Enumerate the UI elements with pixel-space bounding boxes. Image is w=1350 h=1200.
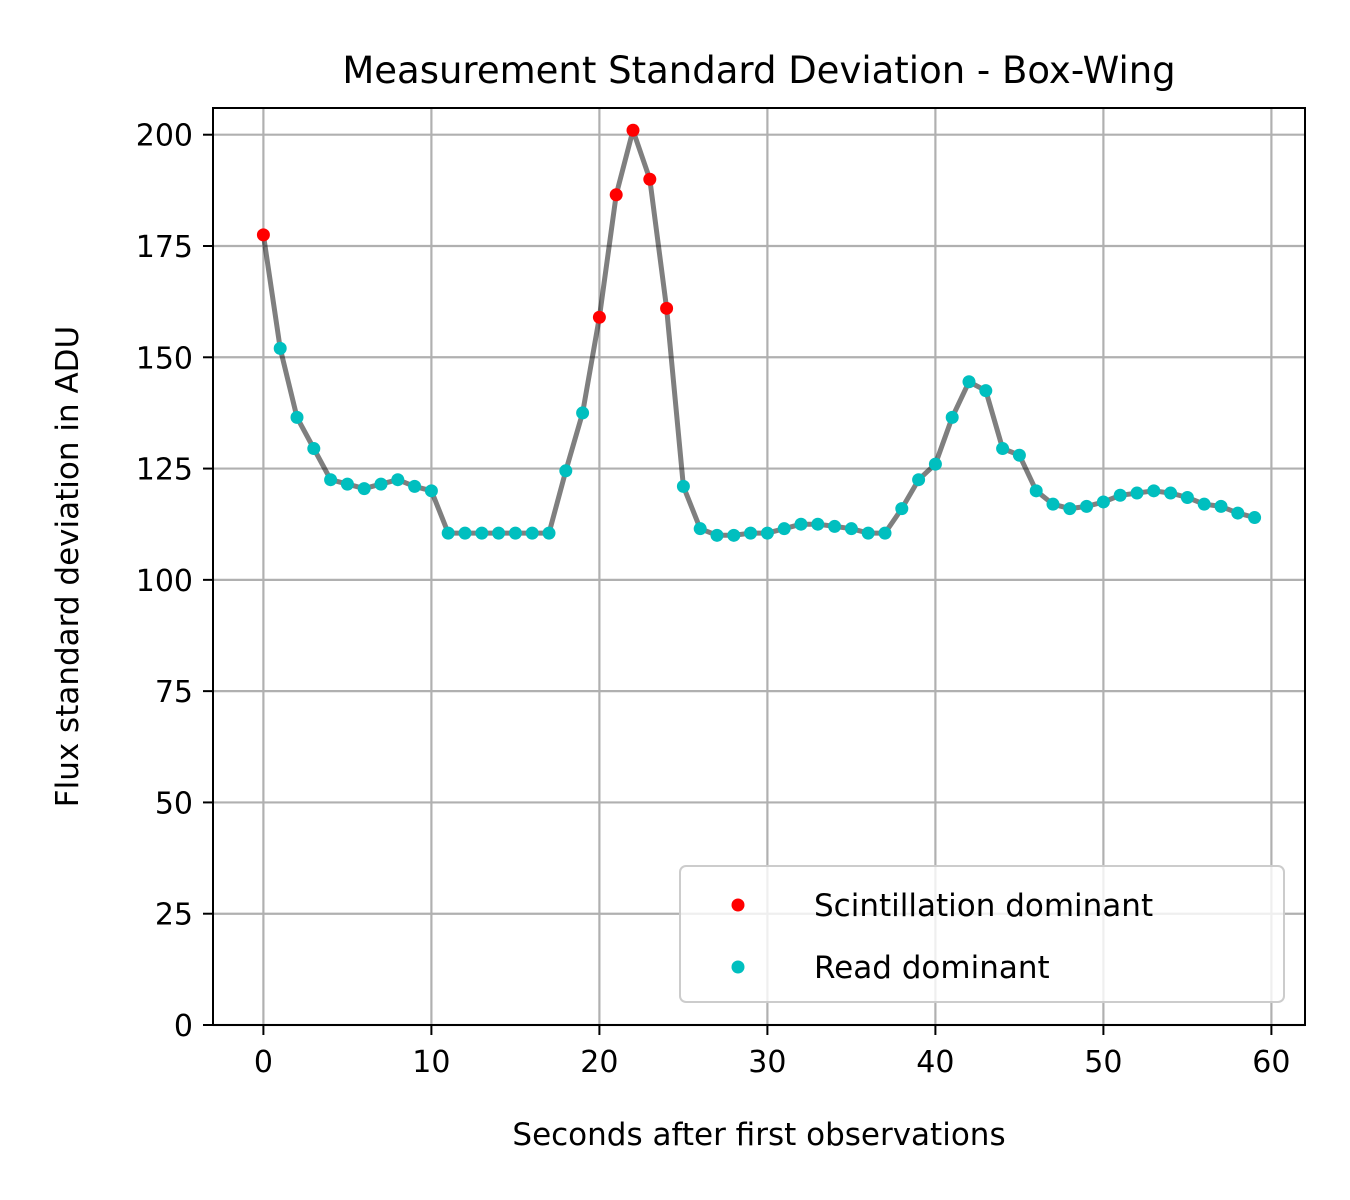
read-point <box>760 526 774 540</box>
y-tick-label: 25 <box>155 898 193 933</box>
legend-marker-read <box>731 960 745 974</box>
y-tick-label: 200 <box>136 119 193 154</box>
read-point <box>1029 484 1043 498</box>
read-point <box>324 473 338 487</box>
read-point <box>273 341 287 355</box>
legend-marker-scintillation <box>731 898 745 912</box>
scintillation-point <box>592 310 606 324</box>
read-point <box>357 482 371 496</box>
scintillation-point <box>643 172 657 186</box>
y-tick-label: 50 <box>155 786 193 821</box>
read-point <box>1080 499 1094 513</box>
scintillation-point <box>660 301 674 315</box>
read-point <box>1130 486 1144 500</box>
read-point <box>895 502 909 516</box>
grid <box>213 108 1305 1027</box>
read-point <box>1231 506 1245 520</box>
read-point <box>928 457 942 471</box>
trend-line <box>260 127 1256 538</box>
read-point <box>475 526 489 540</box>
read-point <box>542 526 556 540</box>
y-tick-label: 0 <box>174 1009 193 1044</box>
x-tick-label: 60 <box>1252 1045 1290 1080</box>
line-layer <box>260 127 1256 538</box>
read-point <box>1248 511 1262 525</box>
plot-frame <box>212 107 1306 1026</box>
read-point <box>492 526 506 540</box>
chart-title: Measurement Standard Deviation - Box-Win… <box>342 49 1175 92</box>
read-point <box>1046 497 1060 511</box>
read-point <box>374 477 388 491</box>
y-axis-label: Flux standard deviation in ADU <box>50 326 86 807</box>
read-point <box>1197 497 1211 511</box>
read-point <box>996 442 1010 456</box>
scintillation-point <box>609 188 623 202</box>
read-point <box>1147 484 1161 498</box>
read-point <box>1063 502 1077 516</box>
y-tick-label: 150 <box>136 341 193 376</box>
read-point <box>1113 488 1127 502</box>
read-point <box>408 479 422 493</box>
scintillation-point <box>626 123 640 137</box>
scintillation-point <box>256 228 270 242</box>
y-tick-label: 75 <box>155 675 193 710</box>
y-tick-label: 100 <box>136 564 193 599</box>
read-point <box>811 517 825 531</box>
read-point <box>945 410 959 424</box>
read-point <box>878 526 892 540</box>
read-point <box>1180 491 1194 505</box>
read-point <box>424 484 438 498</box>
read-point <box>727 528 741 542</box>
read-point <box>828 519 842 533</box>
read-point <box>710 528 724 542</box>
legend: Scintillation dominant Read dominant <box>679 865 1285 1003</box>
read-point <box>693 522 707 536</box>
read-point <box>340 477 354 491</box>
legend-label-read: Read dominant <box>814 950 1050 986</box>
x-tick-label: 40 <box>916 1045 954 1080</box>
read-point <box>979 384 993 398</box>
read-point <box>576 406 590 420</box>
read-point <box>861 526 875 540</box>
legend-label-scintillation: Scintillation dominant <box>814 888 1153 924</box>
read-point <box>307 442 321 456</box>
x-axis-label: Seconds after first observations <box>512 1117 1005 1153</box>
y-tick-label: 125 <box>136 453 193 488</box>
x-tick-label: 0 <box>254 1045 273 1080</box>
read-point <box>290 410 304 424</box>
ticks: 0 10 20 30 40 50 60 0 25 50 75 100 125 150 175 200 <box>136 119 1291 1080</box>
read-point <box>794 517 808 531</box>
read-point <box>391 473 405 487</box>
x-tick-label: 30 <box>748 1045 786 1080</box>
read-point <box>1214 499 1228 513</box>
read-point <box>525 526 539 540</box>
read-point <box>1012 448 1026 462</box>
read-point <box>559 464 573 478</box>
y-tick-label: 175 <box>136 230 193 265</box>
read-point <box>777 522 791 536</box>
read-point <box>508 526 522 540</box>
x-tick-label: 20 <box>580 1045 618 1080</box>
read-point <box>844 522 858 536</box>
x-tick-label: 50 <box>1084 1045 1122 1080</box>
read-point <box>744 526 758 540</box>
point-layer <box>256 123 1262 542</box>
read-point <box>458 526 472 540</box>
read-point <box>912 473 926 487</box>
read-point <box>1164 486 1178 500</box>
read-point <box>962 375 976 389</box>
read-point <box>676 479 690 493</box>
legend-box <box>679 865 1285 1003</box>
x-tick-label: 10 <box>412 1045 450 1080</box>
read-point <box>441 526 455 540</box>
read-point <box>1096 495 1110 509</box>
